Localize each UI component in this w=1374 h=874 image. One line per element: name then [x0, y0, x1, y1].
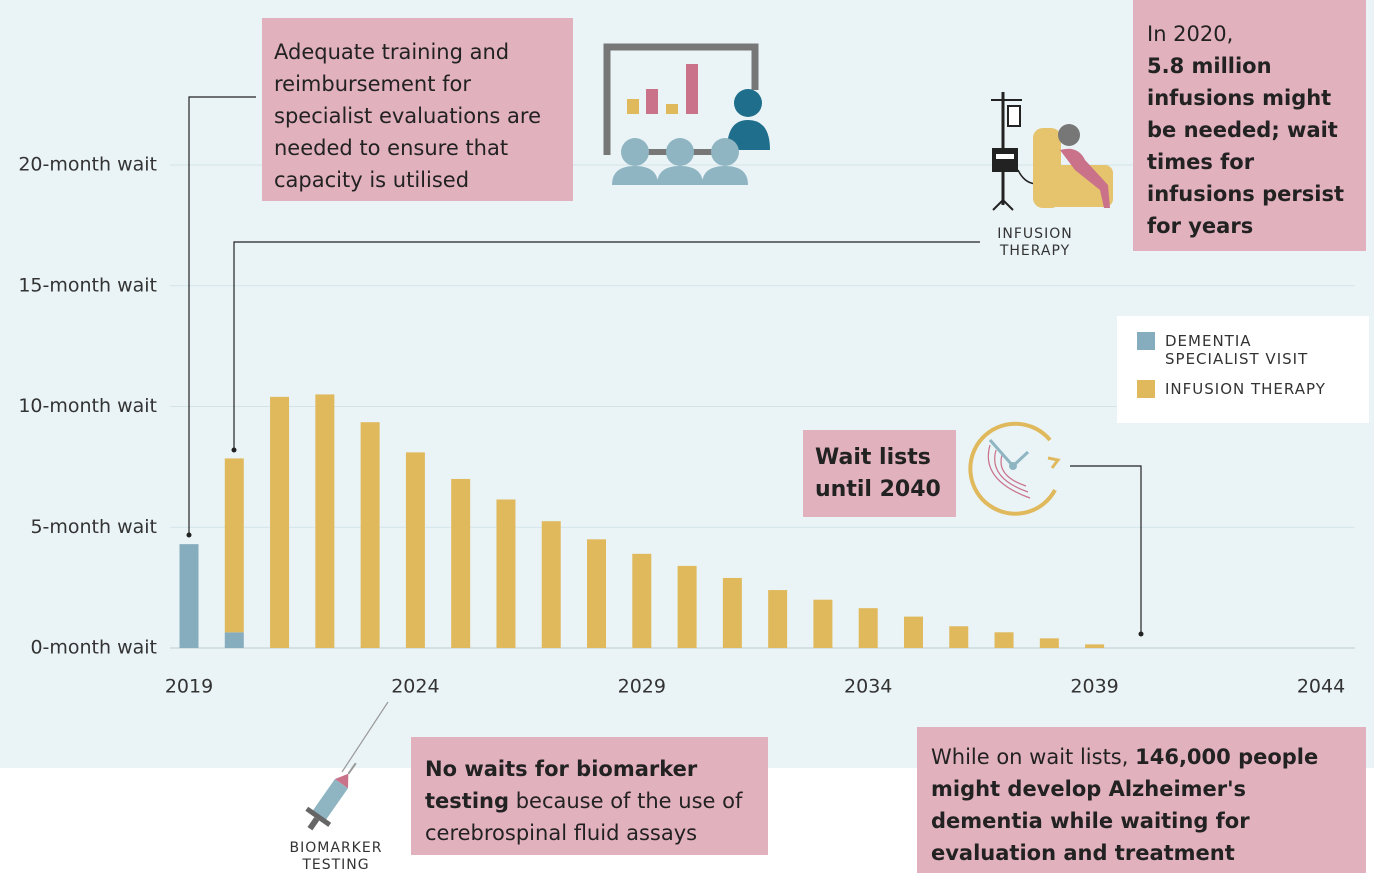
bar: [1040, 638, 1059, 648]
annotation-text: 5.8 million infusions might be needed; w…: [1147, 54, 1344, 238]
y-tick-label: 0-month wait: [30, 637, 157, 659]
legend-item: DEMENTIA SPECIALIST VISIT: [1137, 332, 1369, 368]
y-tick-label: 15-month wait: [18, 274, 157, 296]
bar: [813, 600, 832, 648]
bar: [496, 499, 515, 648]
legend-swatch: [1137, 380, 1155, 398]
bar: [225, 632, 244, 648]
annotation-text: While on wait lists,: [931, 745, 1128, 769]
leader-line: [234, 242, 980, 450]
legend-item: INFUSION THERAPY: [1137, 380, 1369, 398]
leader-line: [189, 97, 256, 535]
annotation-text: Wait lists until 2040: [815, 445, 941, 502]
x-tick-label: 2029: [618, 676, 666, 698]
clock-icon: [970, 424, 1058, 514]
y-tick-label: 10-month wait: [18, 395, 157, 417]
leader-dot: [1139, 632, 1144, 637]
presentation-icon: [607, 47, 770, 185]
page: 0-month wait 5-month wait 10-month wait 15-…: [0, 0, 1374, 873]
legend-label: DEMENTIA SPECIALIST VISIT: [1165, 332, 1335, 368]
annotation: Adequate training and reimbursement for …: [262, 18, 573, 201]
leader-line: [1070, 466, 1141, 634]
bar: [225, 458, 244, 632]
icon-label: INFUSION THERAPY: [975, 226, 1095, 260]
y-tick-label: 20-month wait: [18, 154, 157, 176]
bar: [587, 539, 606, 648]
annotation: While on wait lists, 146,000 people migh…: [917, 727, 1366, 873]
bar: [949, 626, 968, 648]
legend-label: INFUSION THERAPY: [1165, 380, 1326, 398]
annotation: No waits for biomarker testing because o…: [411, 737, 768, 855]
leader-line: [342, 702, 388, 772]
bar: [406, 452, 425, 648]
bar: [632, 554, 651, 648]
leader-dot: [187, 533, 192, 538]
x-tick-label: 2044: [1297, 676, 1345, 698]
bar: [361, 422, 380, 648]
annotation: In 2020, 5.8 million infusions might be …: [1133, 0, 1366, 251]
bar: [451, 479, 470, 648]
bar: [270, 397, 289, 648]
annotation: Wait lists until 2040: [803, 430, 956, 517]
bar: [180, 544, 199, 648]
infusion-icon: [991, 92, 1113, 210]
x-tick-label: 2034: [844, 676, 892, 698]
bar: [723, 578, 742, 648]
bar: [768, 590, 787, 648]
bar: [859, 608, 878, 648]
x-tick-label: 2039: [1070, 676, 1118, 698]
leader-dot: [232, 448, 237, 453]
syringe-icon: [298, 755, 367, 837]
bar: [678, 566, 697, 648]
bar: [542, 521, 561, 648]
icon-label: BIOMARKER TESTING: [276, 840, 396, 874]
bar: [904, 617, 923, 648]
x-tick-label: 2019: [165, 676, 213, 698]
y-tick-label: 5-month wait: [30, 516, 157, 538]
legend: DEMENTIA SPECIALIST VISIT INFUSION THERAP…: [1117, 316, 1369, 423]
bar: [995, 632, 1014, 648]
annotation-text: Adequate training and reimbursement for …: [274, 40, 541, 192]
bar: [1085, 644, 1104, 648]
legend-swatch: [1137, 332, 1155, 350]
bar: [315, 394, 334, 648]
annotation-text: In 2020,: [1147, 22, 1233, 46]
x-tick-label: 2024: [391, 676, 439, 698]
